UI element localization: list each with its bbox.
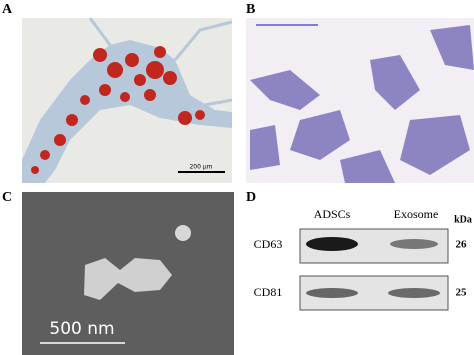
- panel-label: A: [2, 2, 13, 17]
- panel-label: C: [2, 190, 12, 205]
- western-blot: ADSCs Exosome kDa CD63 CD81 26 25: [254, 207, 472, 311]
- unit-label: kDa: [454, 214, 472, 225]
- micrograph-c: 500 nm: [22, 192, 234, 355]
- size-label: 26: [456, 239, 468, 251]
- micrograph-a: 200 μm: [22, 17, 233, 183]
- scale-bar-label: 200 μm: [189, 164, 212, 171]
- micrograph-b: [246, 18, 474, 183]
- row-label: CD63: [254, 237, 283, 251]
- panel-label: D: [246, 190, 256, 205]
- size-label: 25: [456, 287, 468, 299]
- scale-bar-label: 500 nm: [49, 319, 114, 339]
- panel-label: B: [246, 2, 255, 17]
- column-label: Exosome: [394, 207, 439, 221]
- column-label: ADSCs: [314, 207, 351, 221]
- row-label: CD81: [254, 285, 283, 299]
